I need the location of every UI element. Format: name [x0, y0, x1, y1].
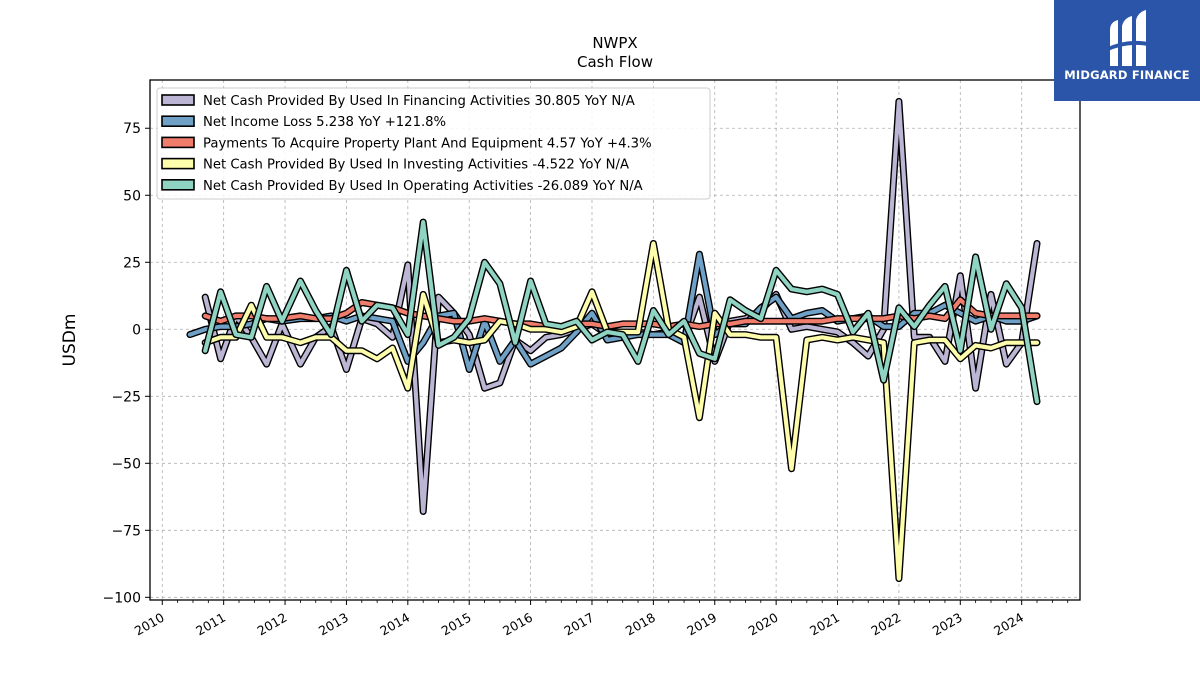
x-tick-label: 2014 — [377, 610, 412, 639]
legend-entry-label: Net Cash Provided By Used In Investing A… — [203, 158, 629, 173]
legend-swatch — [161, 136, 195, 149]
y-tick-label: −75 — [111, 523, 141, 539]
y-axis-label: USDm — [60, 314, 80, 367]
chart-title: NWPX — [592, 34, 637, 52]
legend-swatch — [161, 115, 195, 127]
legend-swatch — [161, 94, 195, 106]
x-tick-label: 2020 — [746, 610, 781, 639]
x-tick-label: 2016 — [500, 610, 535, 639]
brand-logo: MIDGARD FINANCE — [1054, 0, 1200, 101]
brand-name: MIDGARD FINANCE — [1064, 68, 1190, 82]
legend-swatch — [161, 157, 195, 170]
legend-entry-label: Net Cash Provided By Used In Financing A… — [203, 94, 635, 109]
legend-box — [156, 87, 711, 200]
x-tick-label: 2010 — [132, 610, 167, 639]
x-tick-label: 2018 — [623, 610, 658, 639]
x-tick-label: 2013 — [316, 610, 351, 639]
y-tick-label: −100 — [103, 590, 141, 606]
midgard-logo-icon — [1106, 10, 1148, 66]
y-tick-label: 50 — [123, 188, 141, 204]
series-line — [201, 218, 1041, 406]
y-tick-label: −50 — [111, 456, 141, 472]
series-layer — [186, 97, 1041, 583]
y-tick-label: −25 — [111, 389, 141, 405]
series-line-stroke — [203, 220, 1040, 404]
x-tick-label: 2021 — [807, 610, 842, 639]
plot-area-frame — [149, 79, 1081, 601]
x-tick-label: 2015 — [439, 610, 474, 639]
chart-subtitle: Cash Flow — [577, 53, 653, 71]
legend-entry-label: Net Income Loss 5.238 YoY +121.8% — [203, 115, 446, 130]
x-tick-label: 2012 — [254, 610, 289, 639]
legend-swatch — [161, 179, 195, 191]
y-tick-label: 0 — [132, 322, 141, 338]
x-tick-label: 2022 — [868, 610, 903, 639]
x-tick-label: 2023 — [930, 610, 965, 639]
legend: Net Cash Provided By Used In Financing A… — [156, 87, 711, 200]
x-tick-label: 2017 — [561, 610, 596, 639]
x-tick-label: 2011 — [193, 610, 228, 639]
legend-entry-label: Payments To Acquire Property Plant And E… — [203, 136, 652, 151]
y-tick-label: 75 — [123, 121, 141, 137]
y-tick-label: 25 — [123, 255, 141, 271]
x-tick-label: 2024 — [991, 610, 1026, 639]
x-tick-label: 2019 — [684, 610, 719, 639]
legend-entry-label: Net Cash Provided By Used In Operating A… — [203, 179, 643, 194]
